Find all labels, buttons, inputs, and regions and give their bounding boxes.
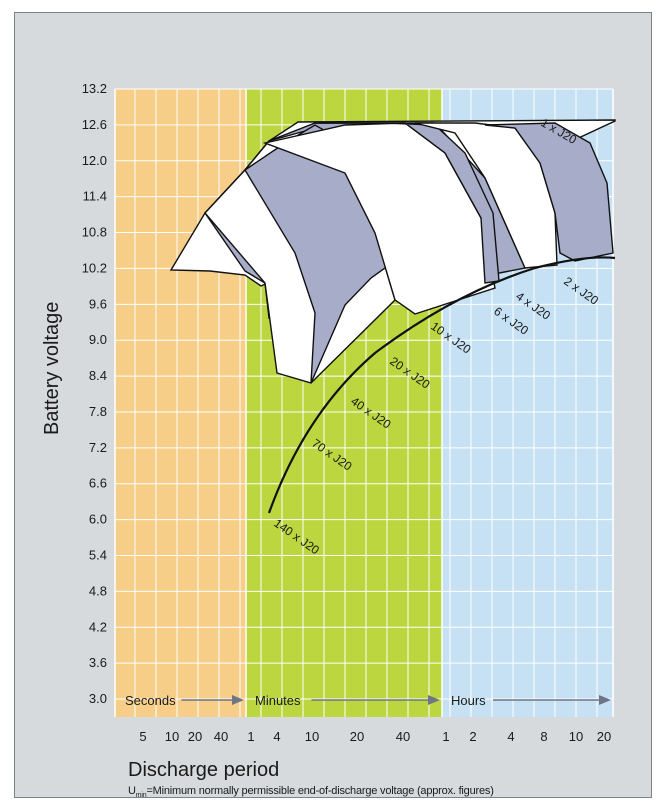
y-tick-label: 6.0 [89, 512, 107, 527]
x-tick-label: 10 [165, 729, 179, 744]
x-tick-label: 20 [188, 729, 202, 744]
phase-label: Seconds [125, 693, 176, 708]
curve-bands [169, 119, 616, 514]
y-tick-label: 12.0 [82, 153, 107, 168]
y-tick-label: 11.4 [83, 189, 107, 204]
curve-band [484, 122, 614, 262]
chart-frame: 13.2 12.6 12.0 11.4 10.8 10.2 9.6 9.0 8.4 7.8 7.2 6… [14, 12, 652, 799]
y-tick-label: 4.8 [89, 583, 107, 598]
umin-curve [267, 256, 616, 514]
x-tick-label: 20 [350, 729, 364, 744]
y-tick-label: 3.6 [89, 655, 107, 670]
phase-arrowhead [428, 695, 440, 705]
x-tick-label: 2 [469, 729, 476, 744]
x-tick-label: 20 [597, 729, 611, 744]
footnote-symbol: U [128, 785, 136, 797]
chart: 13.2 12.6 12.0 11.4 10.8 10.2 9.6 9.0 8.4 7.8 7.2 6… [82, 81, 616, 744]
x-tick-label: 40 [214, 729, 228, 744]
x-tick-label: 40 [396, 729, 410, 744]
footnote-text: =Minimum normally permissible end-of-dis… [146, 785, 494, 797]
x-tick-label: 1 [442, 729, 449, 744]
x-tick-label: 5 [139, 729, 146, 744]
phase-label: Hours [451, 693, 486, 708]
x-tick-label: 10 [569, 729, 583, 744]
x-tick-label: 10 [305, 729, 319, 744]
y-tick-label: 3.0 [89, 691, 107, 706]
x-tick-label: 1 [247, 729, 254, 744]
y-axis-label: Battery voltage [41, 301, 63, 435]
phase-label: Minutes [255, 693, 301, 708]
footnote-subscript: min [135, 792, 147, 800]
phase-arrowhead [232, 695, 244, 705]
y-tick-label: 7.8 [89, 404, 107, 419]
x-tick-label: 8 [540, 729, 547, 744]
phase-arrowhead [599, 695, 611, 705]
y-tick-label: 13.2 [82, 81, 107, 96]
y-tick-label: 6.6 [89, 476, 107, 491]
y-tick-label: 5.4 [89, 548, 107, 563]
y-tick-label: 4.2 [89, 619, 107, 634]
x-tick-label: 4 [273, 729, 280, 744]
axes: 13.2 12.6 12.0 11.4 10.8 10.2 9.6 9.0 8.4 7.8 7.2 6… [82, 81, 612, 744]
x-axis-label: Discharge period [128, 759, 280, 781]
y-tick-label: 10.8 [82, 225, 107, 240]
y-tick-label: 7.2 [89, 440, 107, 455]
y-tick-label: 12.6 [82, 117, 107, 132]
y-tick-label: 8.4 [89, 368, 107, 383]
y-tick-label: 9.0 [89, 332, 107, 347]
footnote: Umin=Minimum normally permissible end-of… [128, 785, 494, 799]
y-tick-label: 9.6 [89, 296, 107, 311]
phase-arrows: Seconds Minutes Hours [125, 693, 611, 708]
x-tick-label: 4 [507, 729, 514, 744]
y-tick-label: 10.2 [82, 260, 107, 275]
